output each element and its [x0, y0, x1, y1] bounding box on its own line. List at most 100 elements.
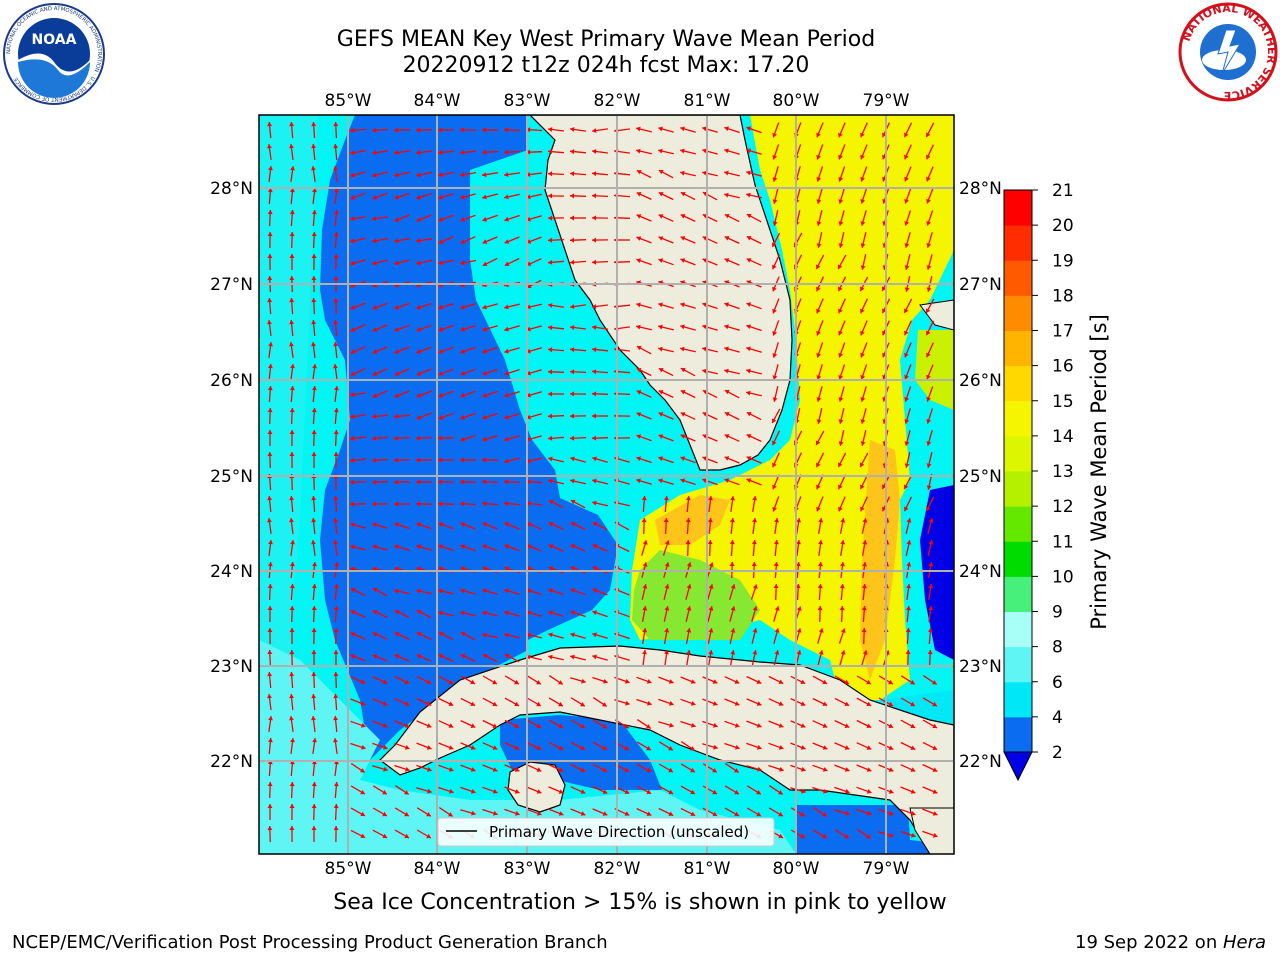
wave-arrow-head	[624, 745, 629, 751]
wave-arrow-head	[668, 789, 674, 795]
wave-arrow-head	[312, 738, 317, 743]
wave-arrow-head	[394, 393, 400, 398]
wave-arrow-head	[482, 216, 487, 222]
wave-arrow-head	[927, 650, 933, 655]
lon-label: 79°W	[863, 91, 910, 111]
wave-arrow-head	[460, 654, 466, 659]
wave-arrow-head	[592, 544, 598, 549]
wave-arrow-head	[602, 811, 608, 816]
wave-arrow-head	[372, 522, 377, 528]
colorbar-segment	[1004, 365, 1032, 402]
wave-arrow-head	[526, 501, 531, 506]
wave-arrow-head	[311, 320, 317, 325]
wave-arrow-head	[904, 419, 910, 424]
wave-arrow-head	[816, 243, 822, 248]
wave-arrow-head	[394, 544, 399, 550]
wave-arrow-head	[882, 132, 887, 138]
wave-arrow-head	[548, 654, 553, 660]
wave-arrow-head	[470, 679, 475, 685]
wave-arrow-head	[647, 700, 652, 706]
wave-arrow-head	[840, 628, 846, 633]
wave-arrow-head	[394, 501, 398, 507]
wave-arrow-head	[658, 390, 664, 395]
wave-arrow-head	[724, 389, 730, 395]
wave-arrow-head	[680, 367, 686, 373]
wave-arrow-head	[311, 298, 317, 303]
wave-arrow-head	[570, 478, 575, 484]
wave-arrow-head	[860, 330, 865, 336]
colorbar-tick-label: 12	[1052, 497, 1074, 517]
wave-arrow-head	[289, 408, 295, 413]
wave-arrow-head	[730, 496, 735, 501]
wave-arrow-head	[752, 606, 758, 611]
wave-arrow-head	[350, 371, 356, 376]
mid-period-patch	[632, 550, 760, 640]
wave-arrow-head	[796, 518, 802, 523]
wave-arrow-head	[866, 701, 872, 707]
wave-arrow-head	[267, 364, 273, 369]
wave-arrow-head	[822, 833, 827, 839]
wave-arrow-head	[926, 154, 931, 160]
wave-arrow-head	[752, 496, 758, 501]
wave-arrow-head	[416, 522, 421, 528]
svg-text:NOAA: NOAA	[32, 32, 77, 48]
wave-arrow-head	[816, 286, 821, 292]
wave-arrow-head	[734, 768, 739, 773]
wave-arrow-head	[882, 484, 887, 490]
wave-arrow-head	[448, 679, 454, 685]
wave-arrow-head	[800, 812, 805, 817]
wave-arrow-head	[641, 496, 647, 501]
wave-arrow-head	[548, 478, 553, 484]
wave-arrow-head	[724, 478, 730, 483]
wave-arrow-head	[818, 518, 824, 523]
wave-arrow-head	[862, 562, 867, 567]
wave-arrow-head	[904, 352, 909, 358]
wave-arrow-head	[394, 304, 399, 310]
wave-arrow-head	[778, 811, 783, 817]
wave-arrow-head	[311, 276, 317, 280]
wave-arrow-head	[845, 810, 850, 816]
title-line-2: 20220912 t12z 024h fcst Max: 17.20	[402, 53, 810, 78]
lat-label: 23°N	[210, 657, 253, 677]
wave-arrow-head	[636, 345, 642, 351]
wave-arrow-head	[904, 243, 910, 248]
wave-arrow-head	[504, 632, 509, 638]
wave-arrow-head	[664, 650, 669, 655]
wave-arrow-head	[838, 132, 843, 138]
wave-arrow-head	[311, 430, 317, 435]
wave-arrow-head	[816, 397, 822, 402]
cuba-land	[379, 645, 954, 854]
wave-arrow-head	[866, 767, 872, 772]
wave-arrow-head	[536, 680, 541, 685]
wave-arrow-head	[625, 678, 630, 684]
wave-arrow-head	[680, 324, 685, 330]
wave-arrow-head	[311, 518, 317, 523]
wave-arrow-head	[460, 610, 465, 616]
wave-arrow-head	[350, 127, 355, 133]
wave-arrow-head	[460, 127, 464, 133]
wave-arrow-head	[267, 386, 273, 391]
wave-arrow-head	[492, 679, 497, 685]
wave-arrow-head	[771, 418, 777, 424]
wave-arrow-head	[333, 364, 338, 369]
wave-arrow-head	[267, 430, 273, 434]
colorbar-segment	[1004, 435, 1032, 472]
wave-arrow-head	[881, 286, 887, 292]
wave-arrow-head	[350, 654, 356, 659]
wave-arrow-head	[860, 132, 865, 138]
wave-arrow-head	[746, 478, 752, 483]
wave-arrow-head	[526, 127, 531, 133]
wave-arrow-head	[311, 342, 316, 347]
wave-arrow-head	[311, 122, 317, 127]
wave-arrow-head	[822, 701, 828, 706]
wave-arrow-head	[382, 701, 388, 706]
wave-arrow-head	[448, 723, 454, 728]
wave-arrow-head	[636, 456, 641, 462]
wave-arrow-head	[668, 811, 674, 816]
wave-arrow-head	[603, 678, 608, 684]
wave-arrow-head	[438, 654, 444, 659]
wave-arrow-head	[816, 177, 822, 182]
wave-arrow-head	[840, 540, 846, 545]
wave-arrow-head	[816, 264, 821, 270]
wave-arrow-head	[350, 260, 355, 266]
